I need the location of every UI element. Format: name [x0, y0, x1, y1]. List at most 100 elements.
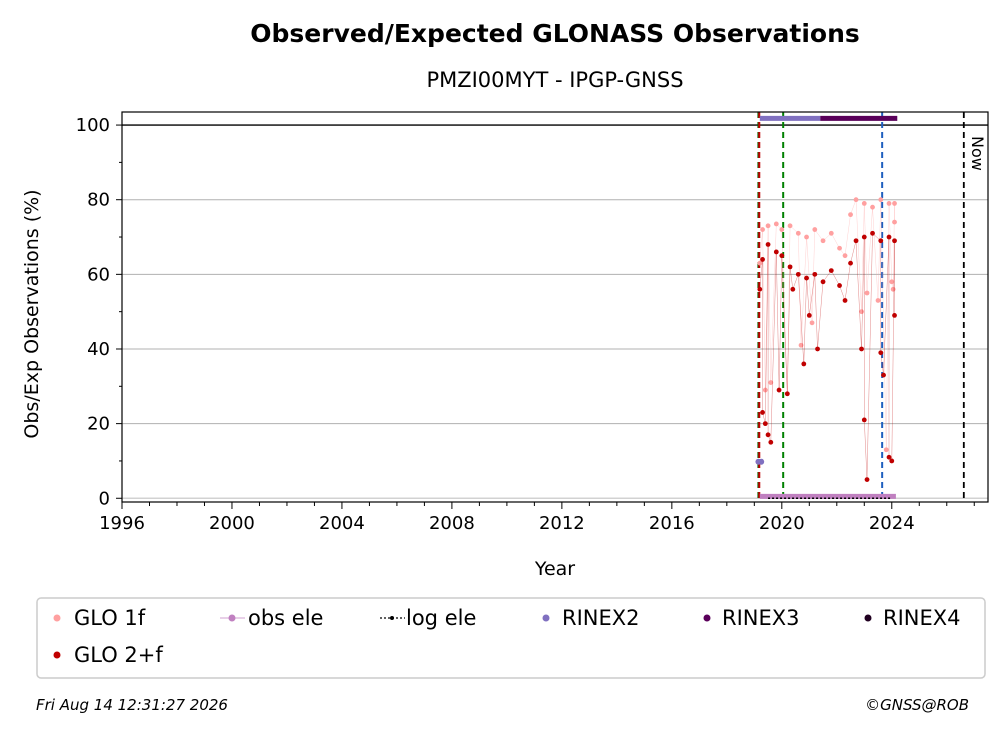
- series-glo-2-f-point: [779, 253, 785, 259]
- series-glo-2-f-point: [886, 454, 892, 460]
- y-tick-label: 40: [87, 339, 110, 360]
- now-label: Now: [968, 136, 987, 171]
- event-lines: [757, 112, 965, 502]
- series-glo-2-f-point: [815, 346, 820, 352]
- legend-marker-rinex4: [864, 614, 872, 622]
- series-glo-2-f-point: [801, 361, 807, 367]
- series-glo-2-f-point: [861, 417, 867, 423]
- series-glo-1f-point: [828, 230, 834, 236]
- series-glo-2-f-point: [787, 264, 793, 270]
- y-axis-label: Obs/Exp Observations (%): [21, 189, 43, 438]
- series-glo-1f-point: [757, 260, 763, 266]
- legend-item-rinex3: RINEX3: [703, 606, 800, 630]
- series-glo-2-f-point: [881, 372, 886, 378]
- series-glo-1f-line: [759, 199, 895, 450]
- series-glo-2-f-point: [878, 238, 884, 244]
- series-glo-2-f-point: [889, 458, 895, 464]
- x-tick-label: 2012: [539, 513, 585, 534]
- series-glo-1f-point: [804, 234, 809, 240]
- series-glo-2-f-point: [861, 234, 867, 240]
- legend-label-glo-1f: GLO 1f: [74, 606, 146, 630]
- series-glo-2-f-point: [765, 432, 771, 438]
- series-glo-1f-point: [859, 309, 864, 315]
- series-glo-2-f-point: [859, 346, 864, 352]
- series-glo-2-f-point: [886, 234, 892, 240]
- reference-line-layer: [122, 124, 988, 499]
- series-glo-2-f-line: [759, 232, 895, 480]
- x-tick-label: 1996: [99, 513, 145, 534]
- series-glo-2-f-point: [853, 238, 859, 244]
- x-tick-label: 2008: [429, 513, 475, 534]
- legend-label-obs-ele: obs ele: [248, 606, 323, 630]
- legend-item-log-ele: log ele: [380, 606, 476, 630]
- series-glo-2-f-point: [842, 298, 848, 303]
- series-glo-2-f-point: [848, 260, 853, 266]
- x-axis-label: Year: [534, 558, 575, 580]
- legend-label-glo-2f: GLO 2+f: [74, 643, 163, 667]
- series-glo-1f-point: [864, 290, 870, 296]
- series-glo-2-f-point: [870, 230, 875, 236]
- series-glo-2-f-point: [878, 350, 884, 356]
- chart-subtitle: PMZI00MYT - IPGP-GNSS: [426, 68, 683, 92]
- legend-marker-rinex3: [703, 614, 711, 622]
- legend: GLO 1f obs ele log ele RINEX2 RINEX3 RIN…: [36, 597, 986, 679]
- series-glo-1f-point: [842, 253, 848, 259]
- series-glo-2-f-point: [806, 312, 812, 318]
- legend-item-obs-ele: obs ele: [220, 606, 323, 630]
- series-glo-2-f-point: [760, 410, 765, 415]
- series-glo-1f-point: [760, 227, 765, 232]
- legend-item-rinex4: RINEX4: [864, 606, 961, 630]
- y-tick-label: 80: [87, 190, 110, 211]
- series-glo-2-f-point: [757, 286, 763, 292]
- series-glo-1f-point: [886, 201, 892, 206]
- series-glo-2-f-point: [864, 477, 870, 483]
- x-tick-label: 2016: [649, 513, 695, 534]
- legend-marker-rinex2: [542, 614, 550, 622]
- y-tick-label: 100: [76, 115, 110, 136]
- series-glo-2-f-point: [828, 268, 834, 274]
- series-glo-1f-point: [787, 223, 793, 229]
- series-glo-1f-point: [883, 447, 889, 453]
- data-layer: [755, 115, 898, 500]
- series-glo-2-f-point: [773, 249, 779, 255]
- legend-marker-glo-2f: [53, 651, 61, 659]
- series-glo-1f-point: [875, 298, 881, 303]
- series-glo-1f-point: [878, 197, 884, 203]
- legend-label-rinex2: RINEX2: [562, 606, 640, 630]
- series-glo-1f-point: [848, 212, 853, 218]
- series-glo-2-f-point: [812, 271, 818, 277]
- series-glo-2-f-point: [795, 271, 801, 277]
- x-tick-label: 2004: [319, 513, 365, 534]
- x-tick-label: 2020: [759, 513, 805, 534]
- series-glo-1f-point: [773, 221, 779, 227]
- grid-lines: [122, 124, 988, 499]
- legend-item-rinex2: RINEX2: [542, 606, 640, 630]
- series-glo-2-f-point: [820, 279, 826, 285]
- y-tick-label: 0: [99, 488, 110, 509]
- legend-label-rinex3: RINEX3: [722, 606, 800, 630]
- series-glo-1f-point: [809, 320, 815, 326]
- series-glo-1f-point: [889, 279, 895, 285]
- series-glo-2-f-point: [804, 275, 809, 281]
- series-glo-1f-point: [762, 387, 768, 393]
- y-tick-label: 60: [87, 264, 110, 285]
- series-glo-2-f-point: [765, 242, 771, 247]
- series-glo-1f-point: [890, 286, 896, 292]
- x-tick-label: 2024: [869, 513, 915, 534]
- series-glo-2-f-point: [760, 257, 765, 262]
- series-glo-1f-point: [892, 201, 897, 206]
- series-glo-2-f-point: [784, 391, 790, 397]
- legend-marker-glo-1f: [53, 614, 61, 622]
- series-glo-2-f-point: [776, 387, 782, 393]
- axis-ticks: 0 20 40 60 80 100 1996 2000 2004 2008 2012 2016 2020…: [76, 115, 975, 534]
- series-glo-2-f-point: [892, 312, 897, 318]
- series-glo-1f-point: [870, 204, 875, 210]
- series-glo-1f-point: [765, 223, 771, 229]
- series-glo-2-f-point: [768, 439, 774, 445]
- series-glo-1f-point: [795, 230, 801, 236]
- series-glo-1f-point: [798, 342, 804, 348]
- legend-label-rinex4: RINEX4: [883, 606, 961, 630]
- series-rinex2-point: [758, 458, 765, 465]
- series-glo-1f-point: [892, 219, 897, 225]
